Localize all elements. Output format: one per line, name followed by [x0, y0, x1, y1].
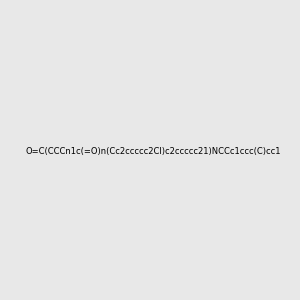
Text: O=C(CCCn1c(=O)n(Cc2ccccc2Cl)c2ccccc21)NCCc1ccc(C)cc1: O=C(CCCn1c(=O)n(Cc2ccccc2Cl)c2ccccc21)NC… [26, 147, 281, 156]
